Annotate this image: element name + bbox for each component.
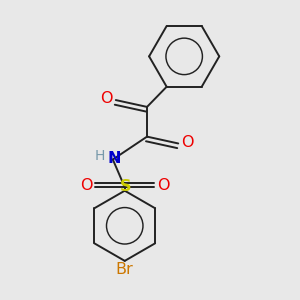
Text: O: O: [100, 91, 112, 106]
Text: N: N: [108, 151, 121, 166]
Text: O: O: [181, 135, 194, 150]
Text: H: H: [94, 149, 105, 163]
Text: Br: Br: [116, 262, 134, 277]
Text: O: O: [80, 178, 92, 194]
Text: S: S: [120, 179, 131, 194]
Text: O: O: [157, 178, 170, 194]
